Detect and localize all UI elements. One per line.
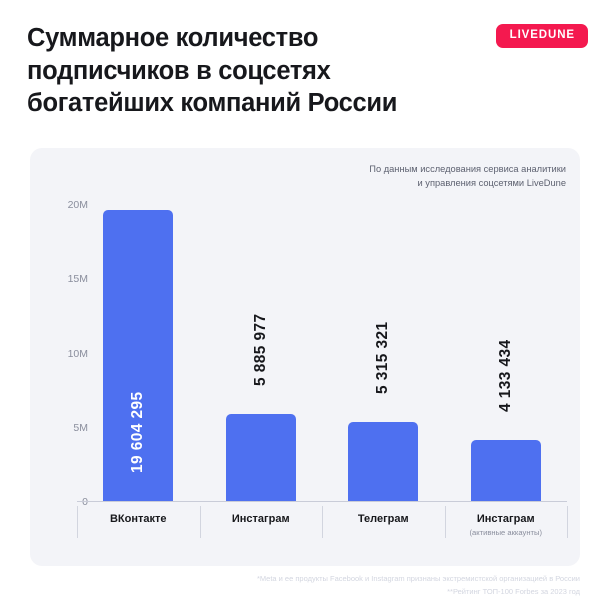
category-sublabel: (активные аккаунты)	[469, 528, 543, 538]
y-axis: 20M 15M 10M 5M 0	[30, 148, 100, 566]
y-axis-tick: 15M	[67, 273, 88, 286]
y-axis-tick: 10M	[67, 347, 88, 360]
y-axis-tick: 20M	[67, 199, 88, 211]
category-separator	[77, 506, 78, 538]
category-label: Инстаграм	[231, 513, 290, 525]
category-label: Телеграм	[357, 513, 409, 525]
category-separator	[444, 506, 446, 538]
category-label-cell: Инстаграм	[200, 503, 323, 549]
category-label-cell: Телеграм	[322, 503, 445, 549]
footnote-meta: *Meta и ее продукты Facebook и Instagram…	[256, 574, 580, 584]
bar-slot: 19 604 295	[103, 177, 174, 501]
bar-slot: 4 133 434	[470, 177, 541, 501]
brand-badge-livedune: LIVEDUNE	[495, 24, 588, 48]
plot-area: 19 604 295 5 885 977 5 315 321 4 133 434	[77, 178, 567, 502]
x-axis-line	[77, 501, 567, 502]
category-separator	[199, 506, 201, 538]
bar[interactable]	[103, 209, 174, 501]
bar-value-label: 5 885 977	[251, 313, 269, 386]
bar-value-label: 19 604 295	[129, 391, 147, 473]
footnotes: *Meta и ее продукты Facebook и Instagram…	[257, 573, 580, 598]
chart-subtitle: По данным исследования сервиса аналитики…	[369, 164, 566, 189]
bar-value-label: 5 315 321	[374, 321, 392, 395]
category-label: Инстаграм	[476, 513, 535, 525]
bar-slot: 5 315 321	[348, 177, 419, 501]
bar[interactable]	[470, 439, 541, 501]
page-title: Суммарное количество подписчиков в соцсе…	[27, 24, 398, 118]
chart-panel: По данным исследования сервиса аналитики…	[30, 148, 580, 566]
y-axis-tick: 0	[82, 496, 88, 508]
bar[interactable]	[225, 413, 296, 501]
category-label-cell: ВКонтакте	[77, 503, 200, 549]
bar-slot: 5 885 977	[225, 177, 296, 501]
category-axis: ВКонтакте Инстаграм Телеграм Инстаграм (акти…	[77, 503, 568, 549]
y-axis-tick: 5M	[73, 421, 88, 434]
header: Суммарное количество подписчиков в соцсе…	[0, 0, 610, 140]
footnote-forbes: **Рейтинг ТОП-100 Forbes за 2023 год	[447, 586, 580, 596]
bar-value-label: 4 133 434	[496, 339, 514, 412]
category-label: ВКонтакте	[109, 513, 167, 525]
category-label-cell: Инстаграм (активные аккаунты)	[445, 503, 568, 549]
category-separator	[322, 506, 323, 538]
bar[interactable]	[348, 422, 419, 501]
category-separator	[567, 506, 568, 538]
